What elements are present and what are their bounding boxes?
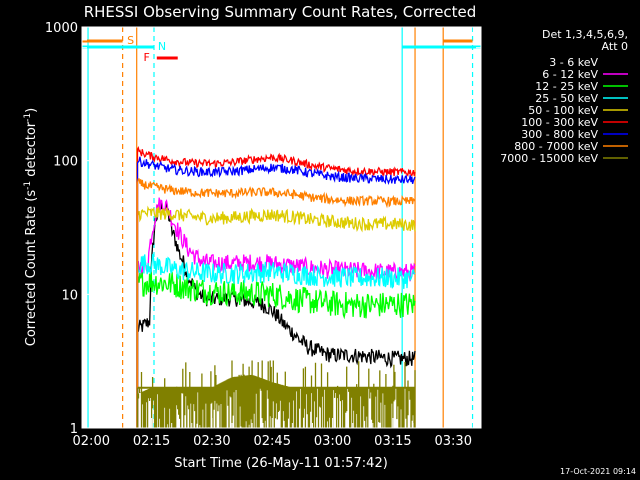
legend-entry-6: 100 - 300 keV — [521, 116, 598, 129]
legend-entry-9: 7000 - 15000 keV — [500, 152, 598, 165]
x-tick-label-0300: 03:00 — [314, 434, 351, 449]
series-25-50-kev — [136, 253, 416, 428]
x-tick-label-0230: 02:30 — [193, 434, 230, 449]
x-tick-label-0330: 03:30 — [435, 434, 472, 449]
plot-frame — [81, 26, 482, 429]
series-50-100-kev — [136, 205, 416, 428]
y-tick-label-10: 10 — [61, 288, 78, 303]
legend-entry-2: 6 - 12 keV — [542, 68, 598, 81]
y-tick-label-1000: 1000 — [45, 21, 78, 36]
y-axis-label-sup-2: -1 — [23, 113, 33, 122]
series-7000-15000-kev — [136, 360, 416, 428]
y-axis-label-end: ) — [24, 108, 39, 113]
plot-area — [82, 27, 481, 428]
legend-header-1: Det 1,3,4,5,6,9, — [542, 28, 628, 41]
y-tick-label-100: 100 — [53, 155, 78, 170]
legend-entry-4: 25 - 50 keV — [535, 92, 598, 105]
x-tick-label-0315: 03:15 — [374, 434, 411, 449]
x-tick-label-0200: 02:00 — [73, 434, 110, 449]
legend-entry-7: 300 - 800 keV — [521, 128, 598, 141]
legend-entry-1: 3 - 6 keV — [549, 56, 598, 69]
series-300-800-kev — [136, 156, 416, 428]
y-axis-label-sup-1: -1 — [23, 181, 33, 190]
footer-timestamp: 17-Oct-2021 09:14 — [560, 467, 636, 476]
annotation-label-s: S — [127, 34, 134, 47]
series-3-6-kev — [136, 201, 416, 428]
legend-header-2: Att 0 — [602, 40, 628, 53]
y-axis-label-mid: detector — [24, 121, 39, 181]
chart-title: RHESSI Observing Summary Count Rates, Co… — [84, 3, 477, 21]
y-axis-label: Corrected Count Rate (s-1 detector-1) — [23, 108, 39, 346]
series-100-300-kev — [136, 146, 416, 428]
x-tick-label-0215: 02:15 — [133, 434, 170, 449]
x-axis-label: Start Time (26-May-11 01:57:42) — [174, 456, 388, 471]
y-axis-label-main: Corrected Count Rate (s — [24, 190, 39, 347]
legend-entry-5: 50 - 100 keV — [528, 104, 598, 117]
y-tick-label-1: 1 — [70, 422, 78, 437]
series-800-7000-kev — [136, 178, 416, 428]
x-tick-label-0245: 02:45 — [254, 434, 291, 449]
series-6-12-kev — [136, 197, 416, 428]
legend-entry-8: 800 - 7000 keV — [514, 140, 598, 153]
annotation-label-f: F — [143, 51, 149, 64]
series-12-25-kev — [136, 272, 416, 428]
annotation-label-n: N — [158, 40, 166, 53]
legend-entry-3: 12 - 25 keV — [535, 80, 598, 93]
